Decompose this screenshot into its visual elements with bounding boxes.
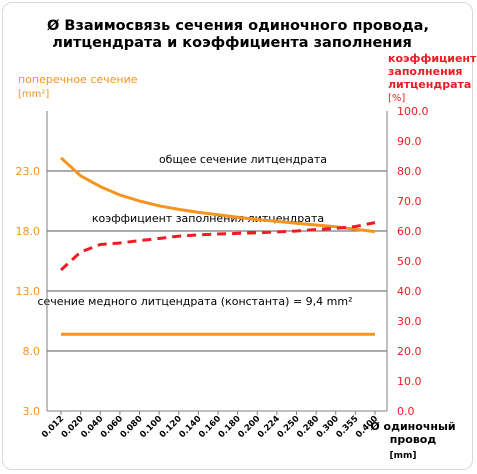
y-right-tick-label: 30.0 [397, 315, 422, 328]
x-label-line1: Ø одиночный [370, 420, 455, 433]
y-left-tick-label: 13.0 [16, 285, 41, 298]
series-layer [59, 156, 376, 336]
y-right-tick-label: 20.0 [397, 345, 422, 358]
y-right-label-line1: коэффициент [388, 52, 477, 65]
chart-title-line2: литцендрата и коэффициента заполнения [52, 35, 412, 51]
y-right-tick-label: 80.0 [397, 165, 422, 178]
y-right-label-line2: заполнения [388, 65, 462, 78]
x-unit: [mm] [390, 451, 417, 461]
y-left-tick-label: 18.0 [16, 225, 41, 238]
y-left-tick-label: 23.0 [16, 165, 41, 178]
grid-layer [47, 170, 387, 412]
series-line-2 [59, 221, 376, 272]
y-right-unit: [%] [388, 93, 405, 104]
chart-frame [2, 2, 473, 470]
y-right-tick-label: 100.0 [397, 105, 429, 118]
y-right-label-line3: литцендрата [388, 78, 471, 91]
axis-layer [46, 111, 388, 415]
y-right-tick-label: 10.0 [397, 375, 422, 388]
series-label-copper: сечение медного литцендрата (константа) … [37, 295, 352, 308]
y-right-tick-label: 40.0 [397, 285, 422, 298]
y-left-unit: [mm²] [18, 89, 49, 100]
y-left-tick-label: 8.0 [23, 345, 41, 358]
y-left-label: поперечное сечение [18, 73, 138, 86]
y-left-tick-label: 3.0 [23, 405, 41, 418]
y-right-tick-label: 70.0 [397, 195, 422, 208]
y-right-tick-label: 60.0 [397, 225, 422, 238]
chart-title-line1: Ø Взаимосвязь сечения одиночного провода… [47, 18, 429, 34]
y-right-tick-label: 90.0 [397, 135, 422, 148]
series-line-1 [59, 156, 376, 234]
y-right-tick-label: 50.0 [397, 255, 422, 268]
x-label-line2: провод [390, 433, 437, 446]
series-label-total: общее сечение литцендрата [159, 153, 327, 166]
y-right-tick-label: 0.0 [397, 405, 415, 418]
